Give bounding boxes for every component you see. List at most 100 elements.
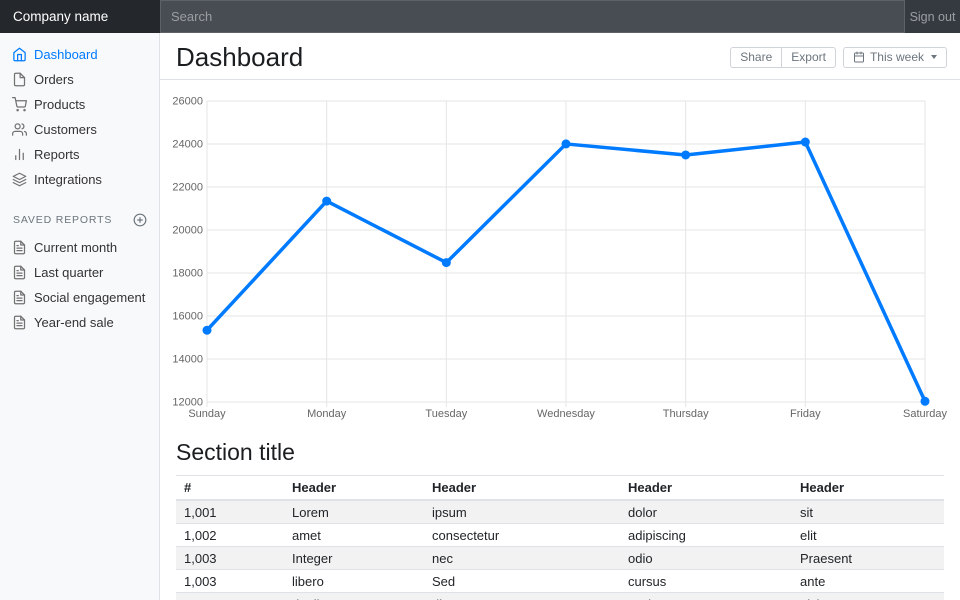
table-header-cell: Header — [284, 475, 424, 501]
section-title: Section title — [176, 439, 295, 465]
table-row: 1,001 Lorem ipsum dolor sit — [176, 500, 944, 524]
sidebar-item-last-quarter[interactable]: Last quarter — [0, 260, 159, 285]
table-cell: elit — [792, 523, 944, 547]
share-export-group: Share Export — [730, 46, 836, 68]
file-text-icon — [12, 315, 27, 330]
svg-text:22000: 22000 — [172, 182, 203, 194]
table-header-cell: Header — [424, 475, 620, 501]
svg-text:24000: 24000 — [172, 139, 203, 151]
table-cell: ante — [792, 569, 944, 593]
sidebar-item-label: Customers — [34, 122, 97, 137]
table-header-cell: Header — [620, 475, 792, 501]
sidebar-item-label: Reports — [34, 147, 80, 162]
page-header: Dashboard Share Export This week — [160, 33, 960, 80]
sidebar-item-reports[interactable]: Reports — [0, 142, 159, 167]
period-dropdown-button[interactable]: This week — [842, 46, 947, 68]
table-cell: ipsum — [432, 504, 467, 520]
table-cell: 1,001 — [184, 504, 217, 520]
sidebar-item-label: Last quarter — [34, 265, 104, 280]
svg-text:Friday: Friday — [790, 408, 821, 420]
brand[interactable]: Company name — [0, 0, 160, 33]
caret-down-icon — [931, 55, 937, 59]
main-content: Dashboard Share Export This week 12000 14… — [160, 0, 960, 600]
table-cell: nisi — [792, 592, 944, 600]
sidebar-item-label: Integrations — [34, 172, 102, 187]
sidebar: Dashboard Orders Products Customers Repo… — [0, 33, 160, 600]
sidebar-item-integrations[interactable]: Integrations — [0, 167, 159, 192]
plus-circle-icon[interactable] — [133, 213, 147, 227]
table-cell: diam — [424, 592, 620, 600]
sidebar-item-label: Products — [34, 97, 86, 112]
layers-icon — [12, 172, 27, 187]
sidebar-item-customers[interactable]: Customers — [0, 117, 159, 142]
svg-text:18000: 18000 — [172, 268, 203, 280]
svg-text:12000: 12000 — [172, 397, 203, 409]
svg-text:Sunday: Sunday — [188, 408, 226, 420]
table-head-row: # Header Header Header Header — [176, 475, 944, 501]
svg-text:16000: 16000 — [172, 311, 203, 323]
sign-out-link[interactable]: Sign out — [909, 9, 956, 24]
svg-text:Wednesday: Wednesday — [537, 408, 595, 420]
table-cell: dapibus — [284, 592, 424, 600]
export-button[interactable]: Export — [781, 46, 836, 68]
sidebar-item-current-month[interactable]: Current month — [0, 235, 159, 260]
period-label: This week — [869, 50, 924, 64]
file-text-icon — [12, 290, 27, 305]
table-cell: Sed — [620, 592, 792, 600]
saved-reports-label: Saved reports — [13, 214, 113, 226]
sidebar-item-orders[interactable]: Orders — [0, 67, 159, 92]
share-button[interactable]: Share — [730, 46, 782, 68]
sidebar-item-products[interactable]: Products — [0, 92, 159, 117]
table-header-cell: # — [176, 475, 284, 501]
sidebar-item-label: Orders — [34, 72, 74, 87]
table-cell: dolor — [628, 504, 657, 520]
file-text-icon — [12, 265, 27, 280]
svg-text:20000: 20000 — [172, 225, 203, 237]
sidebar-item-year-end-sale[interactable]: Year-end sale — [0, 310, 159, 335]
traffic-line-chart: 12000 14000 16000 18000 20000 22000 24000 26000… — [172, 96, 948, 421]
table-cell: consectetur — [424, 523, 620, 547]
users-icon — [12, 122, 27, 137]
table-cell: 1,003 — [176, 569, 284, 593]
table-cell: nec — [424, 546, 620, 570]
table-header-cell: Header — [792, 475, 944, 501]
svg-text:Monday: Monday — [307, 408, 347, 420]
table-cell: libero — [284, 569, 424, 593]
table-cell: odio — [620, 546, 792, 570]
table-cell: amet — [284, 523, 424, 547]
table-row: 1,004dapibusdiamSednisi — [176, 592, 944, 600]
saved-reports-heading: Saved reports — [0, 213, 159, 227]
table-cell: 1,004 — [176, 592, 284, 600]
table-cell: Integer — [284, 546, 424, 570]
table-cell: sit — [800, 504, 813, 520]
header-actions: Share Export This week — [730, 46, 947, 68]
svg-text:26000: 26000 — [172, 96, 203, 108]
sidebar-item-label: Current month — [34, 240, 118, 255]
table-body: 1,001 Lorem ipsum dolor sit 1,002 amet consecte… — [176, 500, 944, 600]
table-cell: 1,003 — [176, 546, 284, 570]
sidebar-item-dashboard[interactable]: Dashboard — [0, 42, 159, 67]
calendar-icon — [853, 51, 865, 63]
home-icon — [12, 47, 27, 62]
shopping-cart-icon — [12, 97, 27, 112]
top-navbar: Company name Sign out — [0, 0, 960, 33]
file-icon — [12, 72, 27, 87]
table-cell: Sed — [424, 569, 620, 593]
sidebar-item-social-engagement[interactable]: Social engagement — [0, 285, 159, 310]
svg-text:Tuesday: Tuesday — [425, 408, 467, 420]
table-row: 1,003 Integer nec odio Praesent — [176, 546, 944, 570]
data-table: # Header Header Header Header 1,001 Lorem ipsu… — [176, 475, 944, 600]
table-cell: adipiscing — [620, 523, 792, 547]
sidebar-item-label: Social engagement — [34, 290, 146, 305]
page-title: Dashboard — [176, 42, 304, 72]
bar-chart-icon — [12, 147, 27, 162]
sidebar-item-label: Dashboard — [34, 47, 98, 62]
table-cell: Lorem — [292, 504, 329, 520]
svg-text:Saturday: Saturday — [903, 408, 948, 420]
table-row: 1,002 amet consectetur adipiscing elit — [176, 523, 944, 547]
table-cell: 1,002 — [176, 523, 284, 547]
file-text-icon — [12, 240, 27, 255]
table-row: 1,003 libero Sed cursus ante — [176, 569, 944, 593]
search-input[interactable] — [160, 0, 905, 33]
table-cell: cursus — [620, 569, 792, 593]
